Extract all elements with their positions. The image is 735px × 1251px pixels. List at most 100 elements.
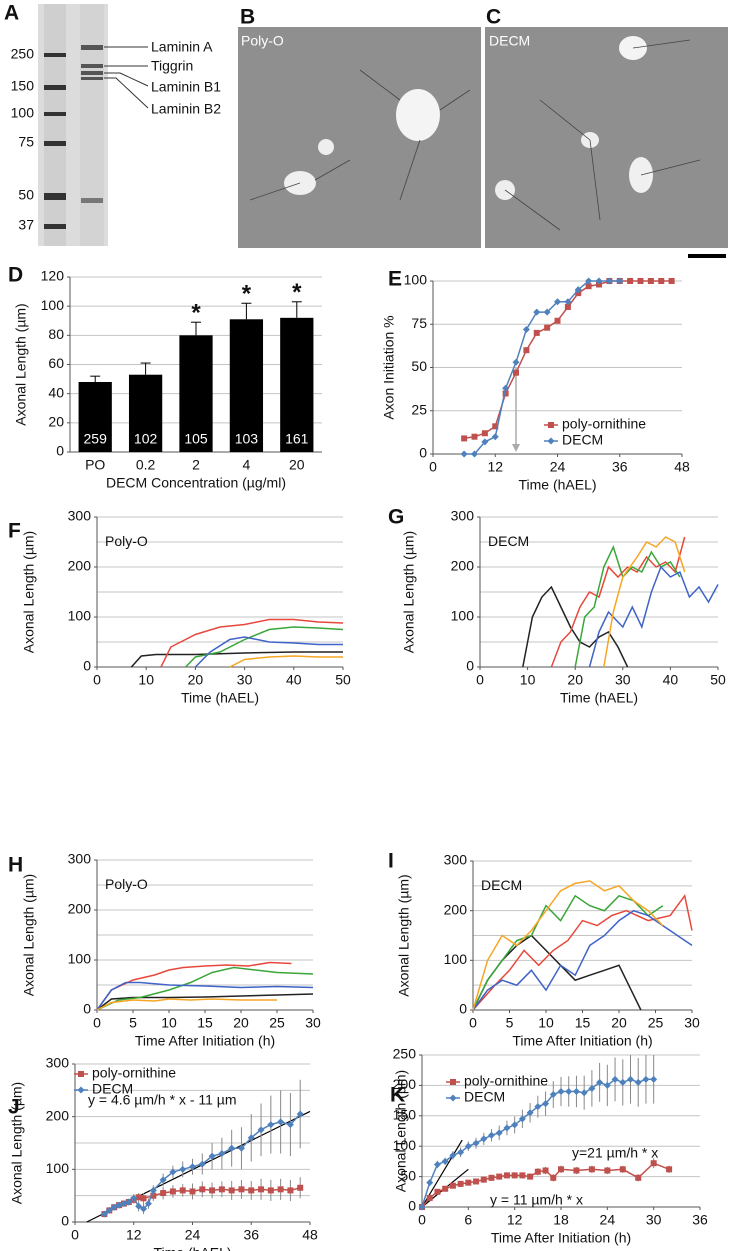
marker [169,1188,176,1195]
y-tick-label: 200 [451,558,475,574]
marker [491,433,499,441]
y-tick-label: 300 [444,852,468,868]
marker [296,1110,304,1118]
marker [558,1166,564,1173]
marker [565,1087,573,1095]
marker [488,1174,495,1181]
series-line [96,998,277,1011]
series-line [96,966,314,1011]
scale-bar [688,254,726,258]
x-tick-label: 0 [469,1015,477,1031]
marker [658,278,665,284]
marker [426,1179,434,1187]
y-tick-label: 300 [68,851,92,867]
x-tick-label: 20 [233,1015,249,1031]
marker [574,286,582,294]
x-tick-label: 12 [487,459,503,475]
y-tick-label: 300 [46,1055,70,1071]
legend-marker [548,422,554,428]
legend-label: DECM [464,1089,505,1105]
x-axis-title: Time (hAEL) [518,477,596,493]
significance: * [292,279,302,306]
marker [434,1188,441,1195]
marker [110,1203,118,1211]
marker [549,1091,557,1099]
marker [277,1186,284,1193]
y-axis-title: Axonal Length (µm) [393,1070,409,1192]
marker [472,1139,480,1147]
bar [78,382,112,452]
x-tick-label: 24 [600,1212,616,1228]
marker [105,1206,113,1214]
x-axis-title: DECM Concentration (µg/ml) [106,475,286,491]
marker [237,1144,245,1152]
marker [603,1081,611,1089]
marker [100,1210,108,1218]
marker [564,298,572,306]
x-tick-label: 18 [553,1212,569,1228]
marker [218,1150,226,1158]
marker [604,1167,611,1174]
leader [104,77,149,109]
panel-letter: D [8,264,23,287]
marker [634,1078,642,1086]
band [44,193,66,200]
legend-label: poly-ornithine [92,1065,176,1081]
marker-label: 100 [11,105,35,121]
y-tick-label: 50 [411,358,427,374]
marker [635,1174,642,1181]
marker [650,1075,658,1083]
neurite [504,39,701,231]
y-tick-label: 0 [419,445,427,461]
marker [518,1115,526,1123]
x-tick-label: 10 [538,1015,554,1031]
y-axis-title: Axonal Length (µm) [13,303,29,425]
marker [426,1194,433,1201]
x-tick-label: 30 [237,672,253,688]
x-tick-label: PO [85,457,105,473]
panel-letter: G [388,506,404,529]
gel-panel: A 250 150 100 75 50 37 [4,2,221,246]
marker [526,1109,534,1117]
y-tick-label: 20 [48,414,64,430]
y-tick-label: 80 [48,326,64,342]
marker [461,435,468,442]
sample-bands [81,45,103,203]
bar [229,319,264,452]
y-tick-label: 100 [451,608,475,624]
marker [130,1194,138,1202]
x-tick-label: 30 [684,1015,700,1031]
x-tick-label: 24 [550,459,566,475]
marker [189,1163,196,1171]
y-tick-label: 100 [68,608,92,624]
series-line [472,880,664,1011]
y-axis-title: Axonal Length (µm) [9,1082,25,1204]
y-tick-label: 0 [459,1001,467,1017]
arrow-head [512,444,520,452]
marker [502,384,510,392]
x-tick-label: 0 [418,1212,426,1228]
x-tick-label: 40 [286,672,302,688]
gel-lane [44,4,66,246]
marker [543,308,551,316]
bar [280,317,314,452]
marker [511,1121,519,1129]
marker [140,1195,147,1202]
marker [199,1186,206,1193]
x-tick-label: 20 [188,672,204,688]
marker-label: 37 [18,217,34,233]
ladder-bands [44,53,66,229]
marker [605,277,613,285]
x-tick-label: 25 [269,1015,285,1031]
marker [580,1089,588,1097]
legend-marker [547,437,555,445]
y-tick-label: 0 [83,658,91,674]
y-tick-label: 100 [393,1137,417,1153]
marker [554,317,561,324]
series-line [96,981,314,1011]
y-tick-label: 0 [61,1213,69,1229]
marker [208,1152,216,1160]
x-tick-label: 2 [192,457,200,473]
x-tick-label: 48 [302,1227,318,1243]
